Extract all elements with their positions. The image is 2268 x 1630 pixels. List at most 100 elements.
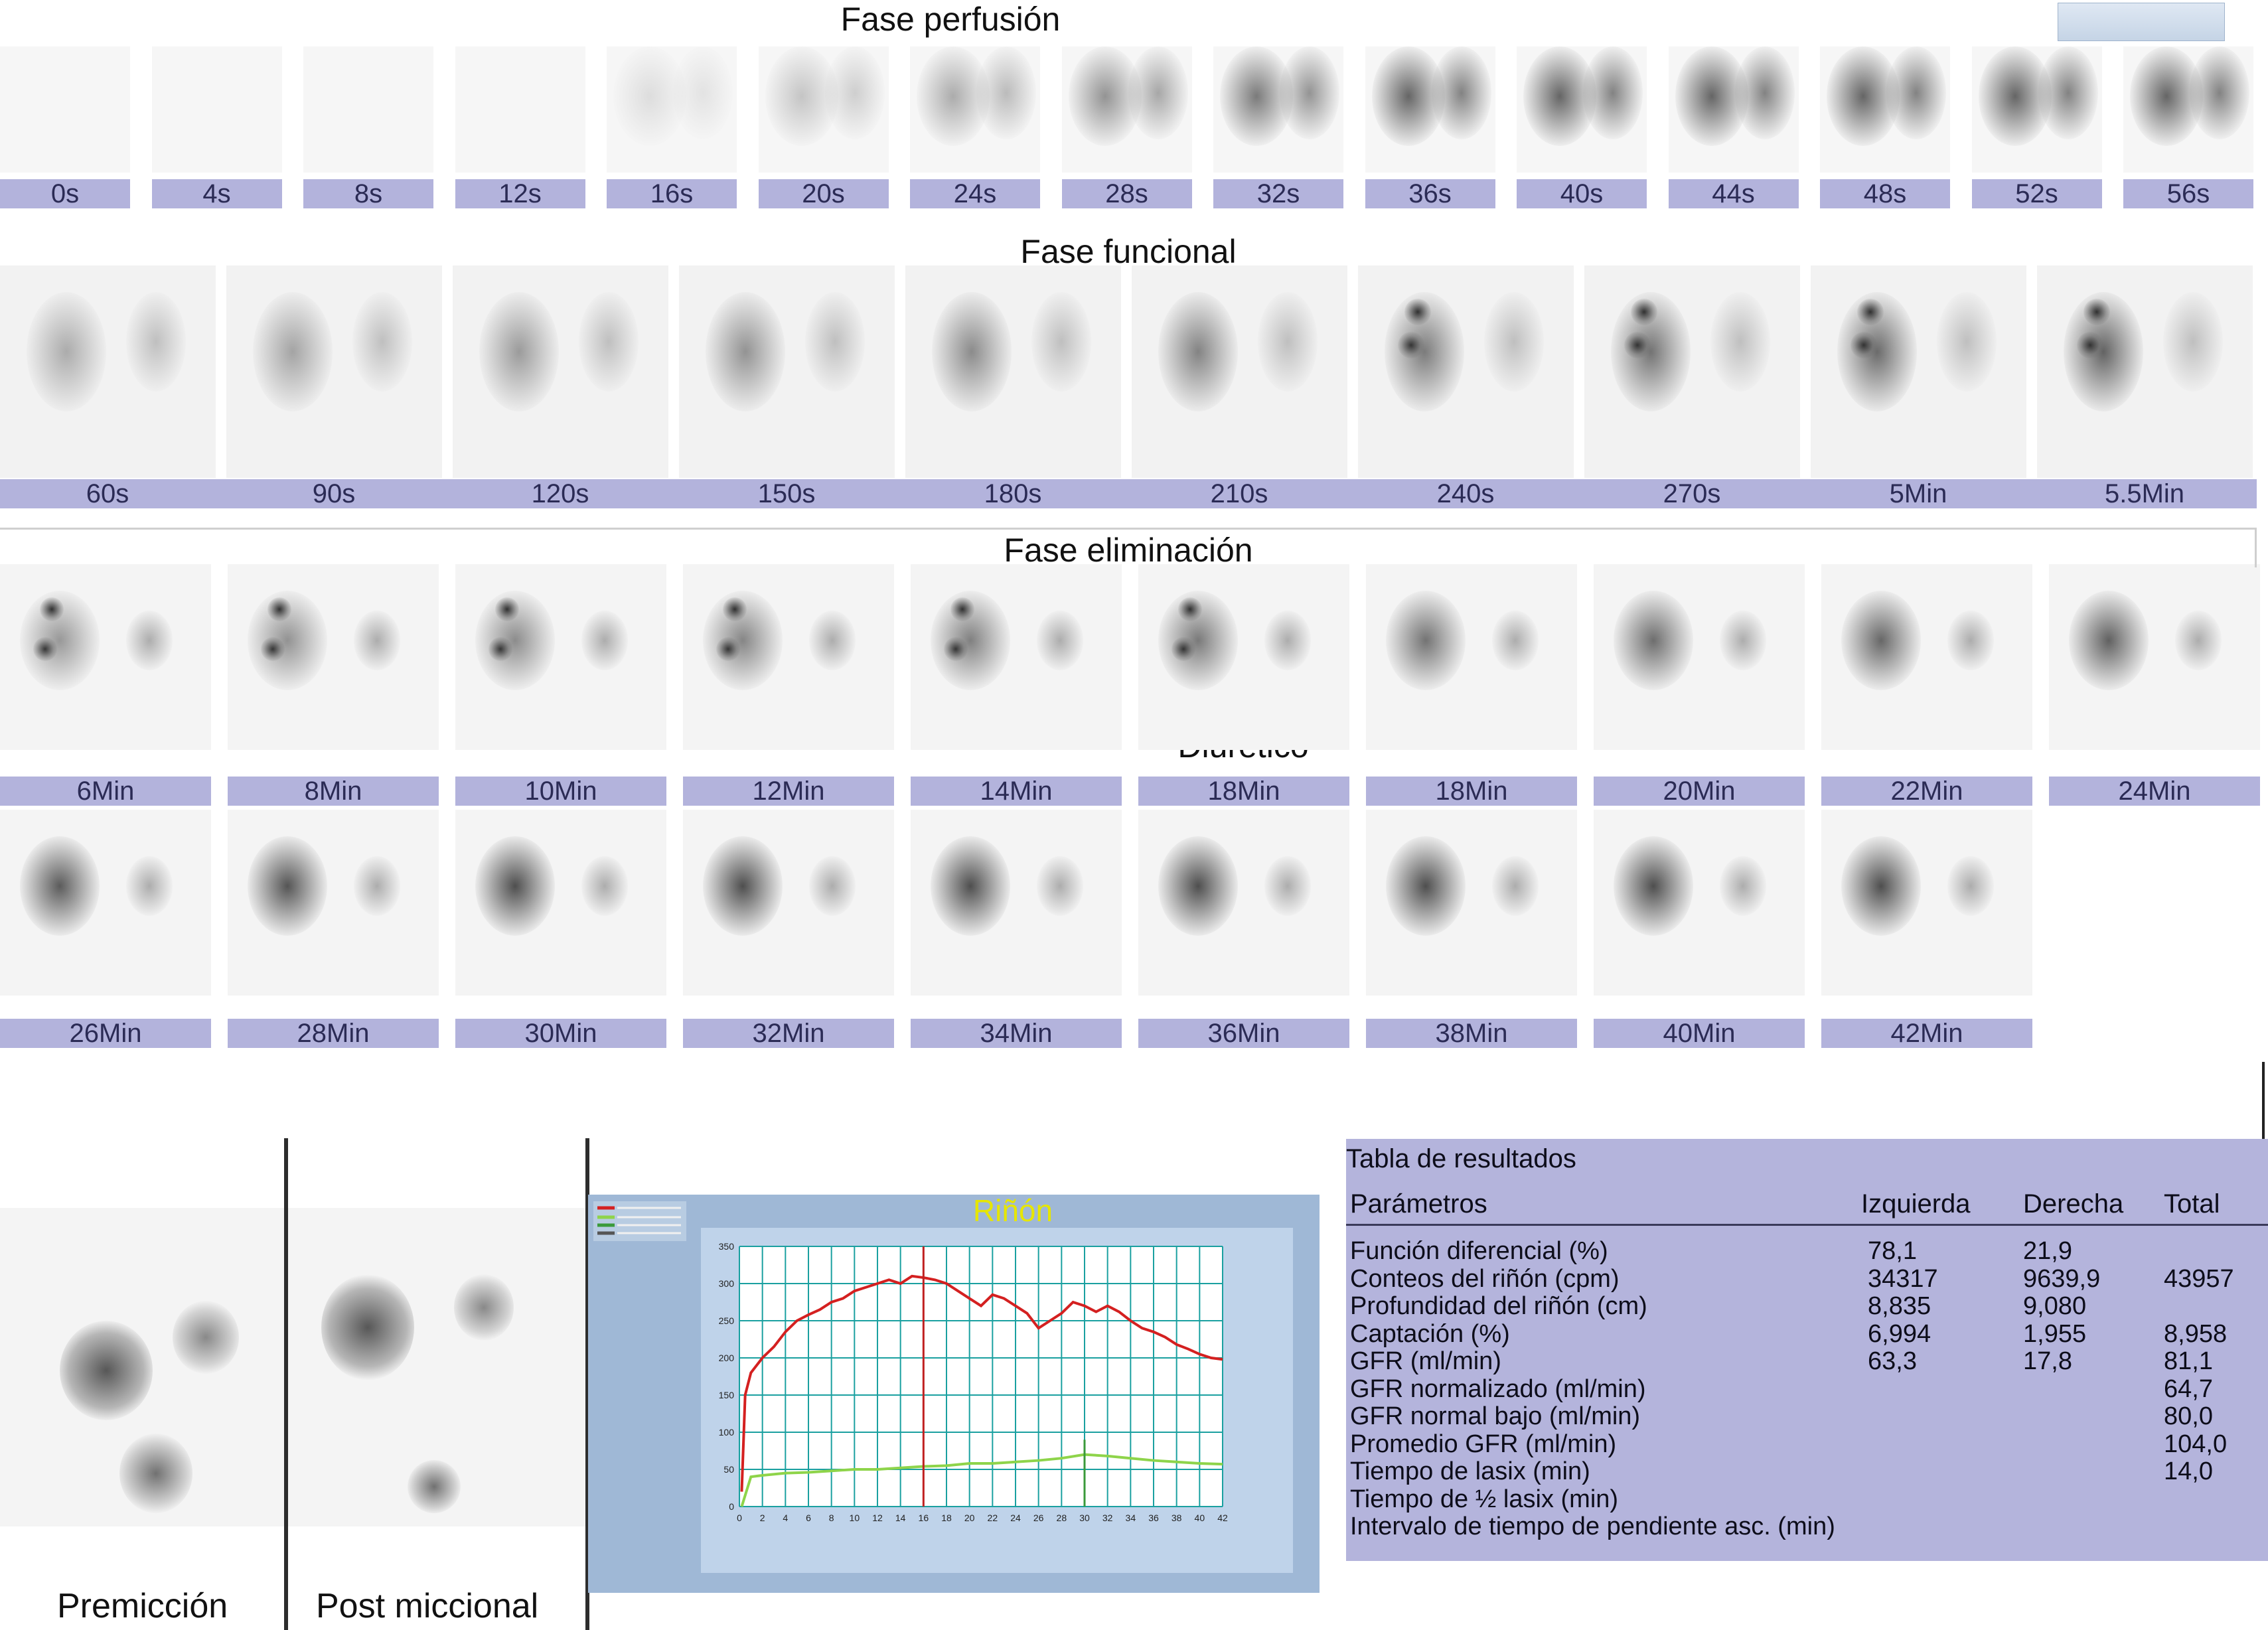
perfusion-time-label: 56s	[2123, 179, 2253, 208]
perfusion-time-label: 48s	[1820, 179, 1950, 208]
perfusion-time-label: 20s	[758, 179, 889, 208]
elimination-time-label: 10Min	[455, 777, 666, 806]
elimination-frame	[1366, 564, 1577, 750]
perfusion-frame	[0, 46, 130, 173]
perfusion-time-label: 28s	[1061, 179, 1192, 208]
functional-frame	[0, 265, 216, 478]
elimination-time-label: 6Min	[0, 777, 211, 806]
elimination-frame-right	[2255, 528, 2257, 567]
y-tick-label: 0	[729, 1501, 734, 1512]
elimination-frame	[228, 564, 439, 750]
perfusion-frame	[1061, 46, 1192, 173]
elimination-time-label: 22Min	[1821, 777, 2032, 806]
perfusion-frame	[1820, 46, 1950, 173]
y-tick-label: 50	[723, 1464, 734, 1475]
header-parametros: Parámetros	[1350, 1189, 1487, 1219]
elimination-frame	[2049, 564, 2260, 750]
elimination-frame	[228, 810, 439, 996]
panel-divider-2	[585, 1138, 589, 1630]
premiccion-label: Premicción	[57, 1587, 228, 1625]
result-parameter: GFR normal bajo (ml/min)	[1350, 1402, 1641, 1430]
header-rule	[1346, 1224, 2268, 1226]
elimination-frame	[911, 564, 1122, 750]
renogram-chart: Riñón 0 2 4 6 8 10 12 14 16 18 20 22 24 26 28 30 32 34 36 3…	[588, 1195, 1320, 1593]
perfusion-frame	[1213, 46, 1343, 173]
y-tick-label: 250	[719, 1315, 735, 1326]
x-tick-label: 28	[1057, 1513, 1067, 1523]
elimination-frame	[1138, 810, 1349, 996]
elimination-time-label: 26Min	[0, 1019, 211, 1048]
elimination-time-label: 18Min	[1138, 777, 1349, 806]
premiccion-panel	[0, 1142, 284, 1630]
functional-frame	[2037, 265, 2253, 478]
header-total: Total	[2164, 1189, 2220, 1219]
functional-frame	[905, 265, 1121, 478]
x-tick-label: 2	[760, 1513, 765, 1523]
result-value: 1,955	[2023, 1319, 2087, 1348]
series-line	[740, 1274, 1223, 1492]
result-parameter: Profundidad del riñón (cm)	[1350, 1292, 1647, 1320]
functional-time-label: 5Min	[1889, 479, 1947, 508]
result-parameter: Promedio GFR (ml/min)	[1350, 1430, 1617, 1458]
panel-divider-1	[284, 1138, 288, 1630]
post-miccional-panel	[288, 1142, 585, 1630]
elimination-time-label: 30Min	[455, 1019, 666, 1048]
functional-title: Fase funcional	[1020, 233, 1237, 270]
functional-time-label: 60s	[86, 479, 129, 508]
perfusion-time-label: 36s	[1365, 179, 1495, 208]
elimination-frame	[683, 564, 894, 750]
functional-time-label: 5.5Min	[2104, 479, 2185, 508]
elimination-time-label: 8Min	[228, 777, 439, 806]
result-parameter: GFR (ml/min)	[1350, 1347, 1501, 1375]
perfusion-frame	[910, 46, 1040, 173]
y-tick-label: 200	[719, 1353, 735, 1363]
elimination-frame	[911, 810, 1122, 996]
elimination-frame	[1594, 810, 1805, 996]
header-derecha: Derecha	[2023, 1189, 2124, 1219]
elimination-frame	[455, 564, 666, 750]
functional-time-label: 210s	[1210, 479, 1268, 508]
elimination-time-label: 34Min	[911, 1019, 1122, 1048]
result-value: 8,958	[2164, 1319, 2228, 1348]
result-value: 43957	[2164, 1264, 2234, 1293]
result-parameter: Tiempo de lasix (min)	[1350, 1457, 1590, 1485]
results-title: Tabla de resultados	[1346, 1144, 1576, 1173]
elimination-time-label: 28Min	[228, 1019, 439, 1048]
result-value: 17,8	[2023, 1347, 2072, 1375]
y-tick-label: 150	[719, 1390, 735, 1400]
x-tick-label: 10	[850, 1513, 860, 1523]
x-tick-label: 4	[783, 1513, 788, 1523]
result-parameter: GFR normalizado (ml/min)	[1350, 1374, 1646, 1403]
x-tick-label: 40	[1195, 1513, 1205, 1523]
perfusion-frame	[607, 46, 737, 173]
x-tick-label: 26	[1033, 1513, 1044, 1523]
renogram-chart-panel: Riñón 0 2 4 6 8 10 12 14 16 18 20 22 24 26 28 30 32 34 36 3…	[588, 1195, 1320, 1593]
elimination-frame	[455, 810, 666, 996]
result-parameter: Intervalo de tiempo de pendiente asc. (m…	[1350, 1513, 1835, 1540]
functional-frame	[453, 265, 668, 478]
logo-icon	[2058, 3, 2225, 41]
perfusion-time-label: 12s	[455, 179, 585, 208]
x-tick-label: 18	[941, 1513, 952, 1523]
perfusion-frame	[758, 46, 889, 173]
functional-time-label: 240s	[1436, 479, 1495, 508]
functional-time-label: 270s	[1663, 479, 1721, 508]
header-izquierda: Izquierda	[1861, 1189, 1971, 1219]
result-value: 78,1	[1868, 1237, 1917, 1265]
functional-label-band: 60s 90s 120s 150s 180s 210s 240s 270s 5Min 5.5Min	[0, 479, 2257, 508]
elimination-title: Fase eliminación	[1004, 532, 1253, 569]
x-tick-label: 8	[829, 1513, 834, 1523]
functional-frame	[1811, 265, 2026, 478]
result-value: 6,994	[1868, 1319, 1931, 1348]
functional-time-label: 150s	[757, 479, 816, 508]
perfusion-time-label: 8s	[303, 179, 433, 208]
elimination-frame-line	[0, 528, 2257, 530]
elimination-time-label: 20Min	[1594, 777, 1805, 806]
x-tick-label: 22	[988, 1513, 998, 1523]
x-tick-label: 24	[1010, 1513, 1021, 1523]
right-edge-line	[2262, 1062, 2265, 1195]
y-tick-label: 100	[719, 1427, 735, 1438]
perfusion-time-label: 44s	[1668, 179, 1799, 208]
elimination-frame	[1138, 564, 1349, 750]
result-value: 80,0	[2164, 1402, 2213, 1430]
